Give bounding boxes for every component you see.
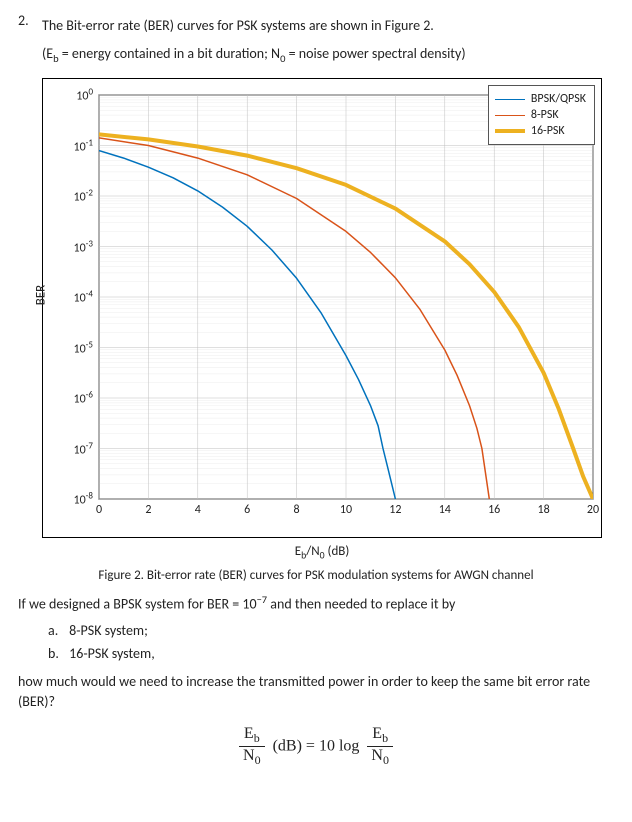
figure-caption: Figure 2. Bit-error rate (BER) curves fo…: [18, 568, 614, 583]
equation: Eb N0 (dB) = 10 log Eb N0: [18, 725, 614, 768]
ytick-label: 10-1: [43, 137, 93, 154]
item-b-text: 16-PSK system,: [69, 645, 155, 662]
ytick-label: 10-4: [43, 289, 93, 306]
xtick-label: 16: [488, 503, 500, 517]
y-axis-label: BER: [34, 285, 49, 305]
followup-exp: −7: [257, 593, 268, 606]
legend-swatch: [495, 115, 525, 116]
followup-line1: If we designed a BPSK system for BER = 1…: [18, 593, 614, 614]
ytick-label: 10-8: [43, 491, 93, 508]
xtick-label: 8: [294, 503, 300, 517]
eqn-mid: (dB) = 10 log: [273, 737, 360, 754]
eqn-frac1: Eb N0: [239, 725, 265, 768]
eqn-f1-den-sub: 0: [255, 753, 261, 767]
legend-8psk: 8-PSK: [495, 108, 586, 122]
followup-pre: If we designed a BPSK system for BER = 1…: [18, 595, 257, 612]
defs-mid: = energy contained in a bit duration; N: [59, 45, 280, 62]
xtick-label: 4: [195, 503, 201, 517]
eqn-f2-num-sub: b: [382, 731, 388, 745]
eqn-f1-num-sub: b: [254, 731, 260, 745]
xtick-label: 10: [340, 503, 352, 517]
xtick-label: 6: [244, 503, 250, 517]
ber-chart: 0 2 4 6 8 10 12 14 16 18 20 100 10-1 10-2 10-3 10-4 10-5…: [18, 78, 614, 562]
legend-label: 16-PSK: [531, 124, 565, 138]
ytick-label: 10-3: [43, 238, 93, 255]
closing-question: how much would we need to increase the t…: [18, 672, 614, 711]
xtick-label: 20: [587, 503, 599, 517]
ytick-label: 100: [43, 87, 93, 104]
ytick-label: 10-7: [43, 440, 93, 457]
xtick-label: 18: [538, 503, 550, 517]
question-defs: (Eb = energy contained in a bit duration…: [42, 44, 614, 66]
xtick-label: 0: [96, 503, 102, 517]
legend-swatch: [495, 99, 525, 100]
item-b: b. 16-PSK system,: [48, 645, 614, 662]
marker-b: b.: [48, 645, 66, 662]
xtick-label: 2: [145, 503, 151, 517]
eqn-f1-den-pre: N: [243, 747, 255, 764]
item-a-text: 8-PSK system;: [69, 622, 148, 639]
xtick-label: 14: [439, 503, 451, 517]
legend-16psk: 16-PSK: [495, 124, 586, 138]
item-a: a. 8-PSK system;: [48, 622, 614, 639]
defs-post: = noise power spectral density): [285, 45, 465, 62]
ytick-label: 10-5: [43, 339, 93, 356]
ytick-label: 10-2: [43, 188, 93, 205]
legend-label: 8-PSK: [531, 108, 559, 122]
eqn-f2-den-pre: N: [371, 747, 383, 764]
eqn-frac2: Eb N0: [367, 725, 393, 768]
x-axis-label: Eb/N0 (dB): [42, 544, 602, 562]
eqn-f2-num-pre: E: [372, 725, 382, 742]
legend-swatch: [495, 129, 525, 133]
sub-questions: a. 8-PSK system; b. 16-PSK system,: [48, 622, 614, 662]
followup-post: and then needed to replace it by: [267, 595, 455, 612]
legend-label: BPSK/QPSK: [531, 92, 586, 106]
eqn-f2-den-sub: 0: [383, 753, 389, 767]
legend-bpsk: BPSK/QPSK: [495, 92, 586, 106]
xtick-label: 12: [389, 503, 401, 517]
question-number: 2.: [18, 12, 42, 74]
defs-pre: (E: [42, 45, 53, 62]
ytick-label: 10-6: [43, 390, 93, 407]
question-intro: The Bit-error rate (BER) curves for PSK …: [42, 16, 614, 36]
eqn-f1-num-pre: E: [244, 725, 254, 742]
marker-a: a.: [48, 622, 66, 639]
legend: BPSK/QPSK 8-PSK 16-PSK: [488, 85, 595, 145]
